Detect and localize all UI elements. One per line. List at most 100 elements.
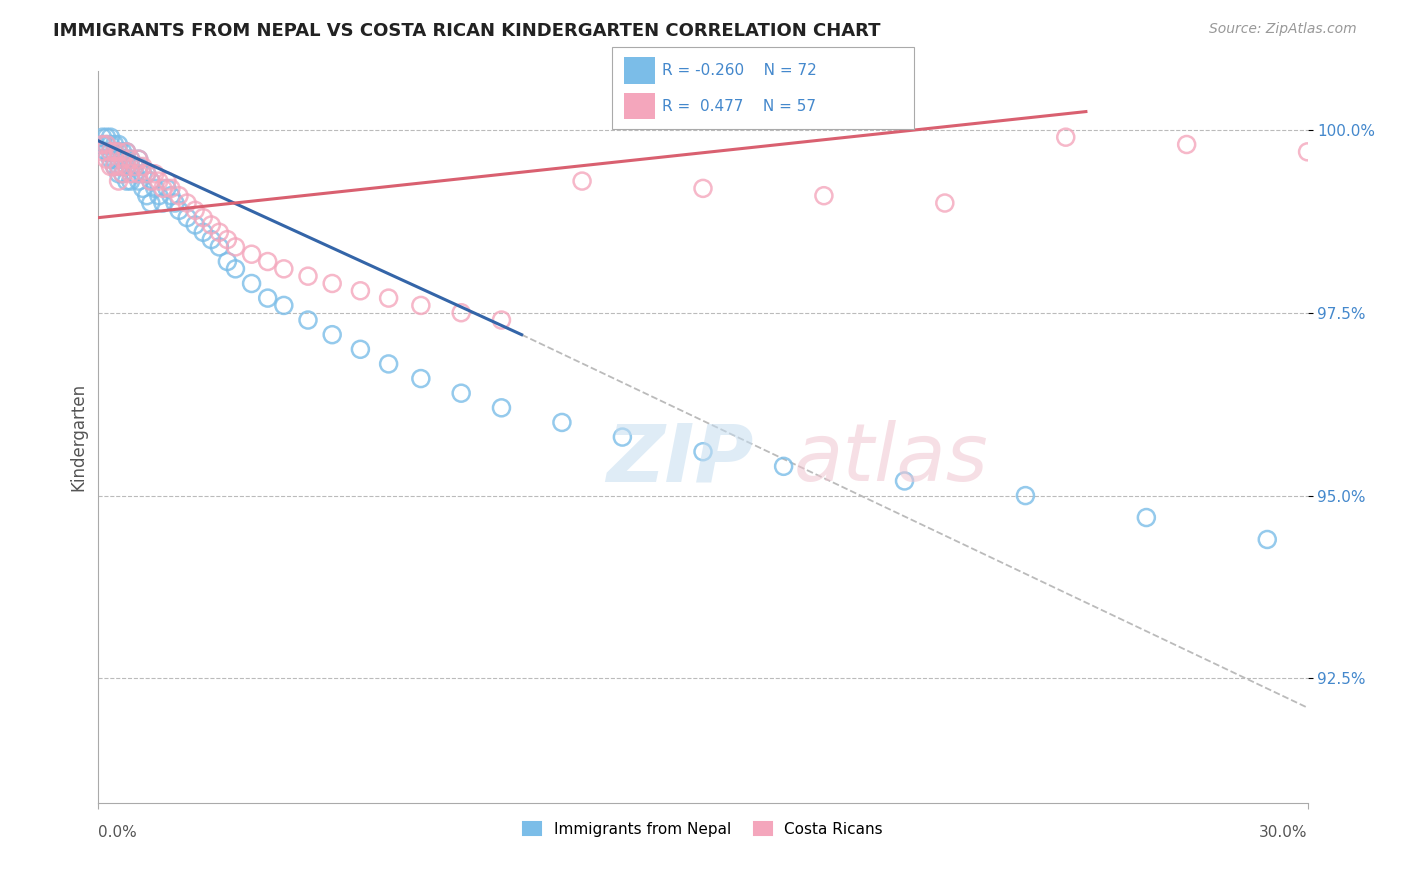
Point — [91, 130, 114, 145]
Point — [91, 137, 114, 152]
Point — [107, 145, 129, 159]
Point — [148, 174, 170, 188]
Point — [256, 291, 278, 305]
Point — [100, 145, 122, 159]
Point — [103, 137, 125, 152]
Point — [240, 247, 263, 261]
Point — [115, 174, 138, 188]
Point — [893, 474, 915, 488]
Y-axis label: Kindergarten: Kindergarten — [69, 383, 87, 491]
Point — [96, 137, 118, 152]
Text: R = -0.260    N = 72: R = -0.260 N = 72 — [662, 62, 817, 78]
Point — [256, 254, 278, 268]
Point — [450, 306, 472, 320]
Point — [273, 298, 295, 312]
Point — [128, 152, 150, 166]
Point — [107, 174, 129, 188]
Point — [103, 145, 125, 159]
Point — [377, 357, 399, 371]
Point — [111, 160, 134, 174]
Text: R =  0.477    N = 57: R = 0.477 N = 57 — [662, 99, 817, 114]
Text: atlas: atlas — [793, 420, 988, 498]
Point — [1014, 489, 1036, 503]
Point — [91, 145, 114, 159]
Point — [612, 430, 634, 444]
Point — [107, 167, 129, 181]
Point — [115, 152, 138, 166]
Point — [124, 160, 146, 174]
Point — [297, 269, 319, 284]
Point — [321, 327, 343, 342]
Text: Source: ZipAtlas.com: Source: ZipAtlas.com — [1209, 22, 1357, 37]
Point — [96, 145, 118, 159]
Point — [111, 145, 134, 159]
Point — [163, 196, 186, 211]
Point — [184, 218, 207, 232]
Point — [120, 167, 142, 181]
Point — [143, 167, 166, 181]
Point — [349, 284, 371, 298]
Point — [176, 211, 198, 225]
Point — [100, 137, 122, 152]
Point — [200, 218, 222, 232]
Point — [120, 152, 142, 166]
Point — [409, 371, 432, 385]
Point — [103, 160, 125, 174]
Point — [100, 130, 122, 145]
Point — [1175, 137, 1198, 152]
Point — [176, 196, 198, 211]
Point — [934, 196, 956, 211]
Point — [103, 152, 125, 166]
Point — [128, 174, 150, 188]
Point — [321, 277, 343, 291]
Text: 0.0%: 0.0% — [98, 825, 138, 839]
Point — [152, 196, 174, 211]
Point — [240, 277, 263, 291]
Point — [96, 130, 118, 145]
Point — [139, 174, 162, 188]
Point — [107, 137, 129, 152]
Point — [156, 174, 179, 188]
Point — [377, 291, 399, 305]
Point — [124, 160, 146, 174]
Point — [349, 343, 371, 357]
Point — [297, 313, 319, 327]
Point — [100, 152, 122, 166]
Point — [115, 160, 138, 174]
Text: ZIP: ZIP — [606, 420, 754, 498]
Point — [111, 152, 134, 166]
Point — [551, 416, 574, 430]
Point — [100, 160, 122, 174]
Point — [132, 181, 155, 195]
Point — [193, 225, 215, 239]
Point — [217, 254, 239, 268]
Point — [115, 160, 138, 174]
Legend: Immigrants from Nepal, Costa Ricans: Immigrants from Nepal, Costa Ricans — [517, 815, 889, 843]
Point — [128, 152, 150, 166]
Point — [224, 240, 246, 254]
Point — [135, 167, 157, 181]
Point — [160, 188, 183, 202]
Point — [135, 167, 157, 181]
Point — [813, 188, 835, 202]
Point — [111, 167, 134, 181]
Point — [132, 167, 155, 181]
Point — [115, 145, 138, 159]
Point — [208, 225, 231, 239]
Point — [167, 203, 190, 218]
Point — [132, 160, 155, 174]
Point — [128, 160, 150, 174]
Point — [692, 444, 714, 458]
Point — [491, 313, 513, 327]
Point — [103, 160, 125, 174]
Point — [96, 137, 118, 152]
Point — [111, 152, 134, 166]
Point — [217, 233, 239, 247]
Point — [1135, 510, 1157, 524]
Point — [224, 261, 246, 276]
Point — [120, 160, 142, 174]
Point — [160, 181, 183, 195]
Point — [107, 160, 129, 174]
Text: IMMIGRANTS FROM NEPAL VS COSTA RICAN KINDERGARTEN CORRELATION CHART: IMMIGRANTS FROM NEPAL VS COSTA RICAN KIN… — [53, 22, 882, 40]
Point — [143, 181, 166, 195]
